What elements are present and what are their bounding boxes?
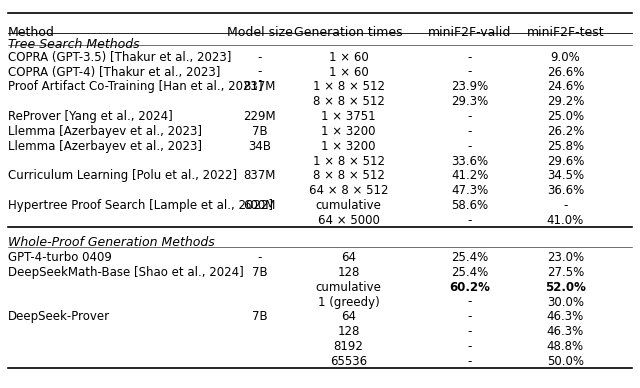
Text: 1 × 3200: 1 × 3200 — [321, 140, 376, 153]
Text: 64 × 5000: 64 × 5000 — [317, 214, 380, 227]
Text: 128: 128 — [337, 325, 360, 338]
Text: 1 × 8 × 512: 1 × 8 × 512 — [313, 154, 385, 168]
Text: GPT-4-turbo 0409: GPT-4-turbo 0409 — [8, 251, 111, 264]
Text: -: - — [468, 214, 472, 227]
Text: 1 × 60: 1 × 60 — [329, 51, 369, 64]
Text: Method: Method — [8, 26, 54, 40]
Text: 36.6%: 36.6% — [547, 184, 584, 197]
Text: 8 × 8 × 512: 8 × 8 × 512 — [313, 169, 385, 182]
Text: 837M: 837M — [243, 169, 276, 182]
Text: 64 × 8 × 512: 64 × 8 × 512 — [309, 184, 388, 197]
Text: 52.0%: 52.0% — [545, 281, 586, 294]
Text: -: - — [468, 51, 472, 64]
Text: 8192: 8192 — [333, 340, 364, 353]
Text: 29.2%: 29.2% — [547, 95, 584, 108]
Text: 26.2%: 26.2% — [547, 125, 584, 138]
Text: miniF2F-valid: miniF2F-valid — [428, 26, 511, 40]
Text: -: - — [468, 310, 472, 323]
Text: 1 (greedy): 1 (greedy) — [318, 296, 380, 308]
Text: COPRA (GPT-4) [Thakur et al., 2023]: COPRA (GPT-4) [Thakur et al., 2023] — [8, 66, 220, 78]
Text: cumulative: cumulative — [316, 281, 381, 294]
Text: DeepSeek-Prover: DeepSeek-Prover — [8, 310, 110, 323]
Text: -: - — [257, 51, 262, 64]
Text: 27.5%: 27.5% — [547, 266, 584, 279]
Text: -: - — [257, 251, 262, 264]
Text: Curriculum Learning [Polu et al., 2022]: Curriculum Learning [Polu et al., 2022] — [8, 169, 237, 182]
Text: ReProver [Yang et al., 2024]: ReProver [Yang et al., 2024] — [8, 110, 173, 123]
Text: 229M: 229M — [243, 110, 276, 123]
Text: Llemma [Azerbayev et al., 2023]: Llemma [Azerbayev et al., 2023] — [8, 140, 202, 153]
Text: Whole-Proof Generation Methods: Whole-Proof Generation Methods — [8, 236, 214, 249]
Text: 64: 64 — [341, 251, 356, 264]
Text: miniF2F-test: miniF2F-test — [527, 26, 604, 40]
Text: 46.3%: 46.3% — [547, 325, 584, 338]
Text: 29.6%: 29.6% — [547, 154, 584, 168]
Text: 1 × 3751: 1 × 3751 — [321, 110, 376, 123]
Text: 41.2%: 41.2% — [451, 169, 488, 182]
Text: DeepSeekMath-Base [Shao et al., 2024]: DeepSeekMath-Base [Shao et al., 2024] — [8, 266, 243, 279]
Text: -: - — [468, 125, 472, 138]
Text: COPRA (GPT-3.5) [Thakur et al., 2023]: COPRA (GPT-3.5) [Thakur et al., 2023] — [8, 51, 231, 64]
Text: cumulative: cumulative — [316, 199, 381, 212]
Text: 7B: 7B — [252, 125, 268, 138]
Text: -: - — [468, 325, 472, 338]
Text: -: - — [468, 296, 472, 308]
Text: 34.5%: 34.5% — [547, 169, 584, 182]
Text: 60.2%: 60.2% — [449, 281, 490, 294]
Text: 65536: 65536 — [330, 355, 367, 368]
Text: -: - — [468, 340, 472, 353]
Text: Llemma [Azerbayev et al., 2023]: Llemma [Azerbayev et al., 2023] — [8, 125, 202, 138]
Text: 23.0%: 23.0% — [547, 251, 584, 264]
Text: 29.3%: 29.3% — [451, 95, 488, 108]
Text: 1 × 8 × 512: 1 × 8 × 512 — [313, 80, 385, 94]
Text: Tree Search Methods: Tree Search Methods — [8, 38, 140, 51]
Text: -: - — [468, 66, 472, 78]
Text: 41.0%: 41.0% — [547, 214, 584, 227]
Text: 50.0%: 50.0% — [547, 355, 584, 368]
Text: 8 × 8 × 512: 8 × 8 × 512 — [313, 95, 385, 108]
Text: 7B: 7B — [252, 266, 268, 279]
Text: Hypertree Proof Search [Lample et al., 2022]: Hypertree Proof Search [Lample et al., 2… — [8, 199, 273, 212]
Text: 1 × 60: 1 × 60 — [329, 66, 369, 78]
Text: 837M: 837M — [243, 80, 276, 94]
Text: 600M: 600M — [243, 199, 276, 212]
Text: 64: 64 — [341, 310, 356, 323]
Text: 25.8%: 25.8% — [547, 140, 584, 153]
Text: 48.8%: 48.8% — [547, 340, 584, 353]
Text: 1 × 3200: 1 × 3200 — [321, 125, 376, 138]
Text: 7B: 7B — [252, 310, 268, 323]
Text: -: - — [468, 140, 472, 153]
Text: 25.4%: 25.4% — [451, 251, 488, 264]
Text: Generation times: Generation times — [294, 26, 403, 40]
Text: 33.6%: 33.6% — [451, 154, 488, 168]
Text: 9.0%: 9.0% — [550, 51, 580, 64]
Text: 128: 128 — [337, 266, 360, 279]
Text: -: - — [257, 66, 262, 78]
Text: 25.0%: 25.0% — [547, 110, 584, 123]
Text: -: - — [563, 199, 568, 212]
Text: -: - — [468, 110, 472, 123]
Text: 30.0%: 30.0% — [547, 296, 584, 308]
Text: Proof Artifact Co-Training [Han et al., 2021]: Proof Artifact Co-Training [Han et al., … — [8, 80, 262, 94]
Text: -: - — [468, 355, 472, 368]
Text: 25.4%: 25.4% — [451, 266, 488, 279]
Text: 23.9%: 23.9% — [451, 80, 488, 94]
Text: 24.6%: 24.6% — [547, 80, 584, 94]
Text: 47.3%: 47.3% — [451, 184, 488, 197]
Text: 26.6%: 26.6% — [547, 66, 584, 78]
Text: 46.3%: 46.3% — [547, 310, 584, 323]
Text: Model size: Model size — [227, 26, 292, 40]
Text: 58.6%: 58.6% — [451, 199, 488, 212]
Text: 34B: 34B — [248, 140, 271, 153]
